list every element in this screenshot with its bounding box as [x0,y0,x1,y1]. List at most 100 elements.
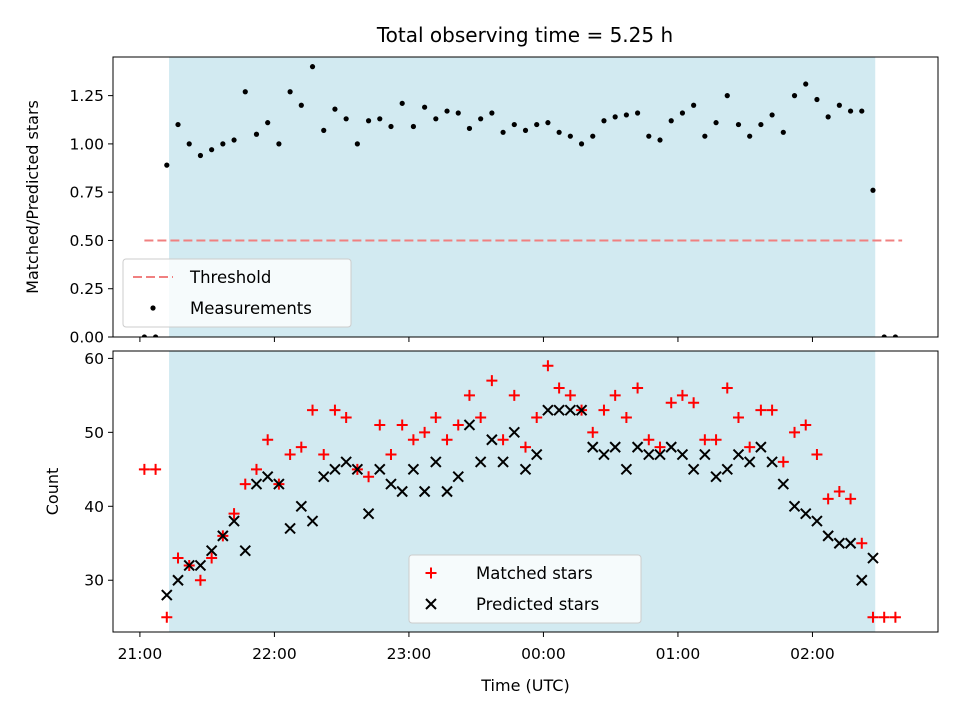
matched-star-point [194,574,206,586]
matched-star-point [889,611,901,623]
x-axis-label: Time (UTC) [480,676,569,695]
matched-star-point [766,404,778,416]
measurement-point [601,118,607,124]
legend-threshold-label: Threshold [189,268,271,287]
measurement-point [556,129,562,135]
measurement-point [321,127,327,133]
predicted-star-point [598,448,610,461]
matched-star-point [452,419,464,431]
measurement-point [679,110,686,116]
matched-star-point [307,404,319,416]
matched-star-point [363,471,375,483]
y-tick-label: 0.75 [69,184,104,202]
predicted-star-point [721,463,733,476]
matched-star-point [789,426,801,438]
predicted-star-point [497,456,509,468]
measurement-point [197,152,204,159]
predicted-star-point [385,478,397,490]
measurement-point [276,141,282,147]
matched-star-point [665,397,677,409]
predicted-star-point [867,552,879,564]
measurement-point [388,123,394,130]
predicted-star-point [261,471,274,483]
predicted-star-point [755,441,767,453]
measurement-point [343,116,349,122]
legend-predicted-swatch [425,598,437,610]
matched-star-point [430,412,442,424]
legend-box [122,258,352,328]
matched-star-point [329,404,341,416]
predicted-star-point [743,456,756,468]
predicted-star-point [844,537,857,549]
matched-star-point [643,434,655,446]
matched-star-point [250,463,262,475]
measurement-point [534,121,540,128]
measurement-point [410,123,417,130]
predicted-star-point [161,589,173,601]
measurement-point [847,108,854,114]
legend-measurements-swatch [150,305,156,311]
measurement-point [590,133,596,139]
matched-star-point [654,441,666,453]
measurement-point [175,121,181,128]
measurement-point [377,116,383,122]
measurement-point [152,334,159,337]
measurement-point [870,187,876,193]
predicted-star-point [508,426,520,439]
measurement-point [265,120,271,126]
x-tick-label: 01:00 [656,645,701,663]
measurement-point [399,100,405,106]
matched-star-point [620,412,632,424]
measurement-point [702,133,708,139]
predicted-star-point [430,456,442,468]
y-tick-label: 60 [84,350,104,368]
predicted-star-point [418,485,431,498]
predicted-star-point [452,471,464,483]
measurement-point [164,162,170,168]
matched-star-point [463,389,475,401]
measurement-point [141,334,147,337]
legend-matched-swatch [425,567,437,579]
predicted-star-point [777,478,790,490]
predicted-star-point [575,404,588,416]
measurement-point [466,125,473,132]
measurement-point [478,116,484,122]
predicted-star-point [194,559,207,572]
x-tick-label: 23:00 [387,645,432,663]
matched-star-point [564,389,576,401]
x-tick-label: 22:00 [252,645,297,663]
matched-star-point [228,508,240,520]
y-tick-label: 0.25 [69,280,104,298]
predicted-star-point [710,471,722,483]
matched-star-point [609,389,621,401]
matched-star-point [150,463,162,475]
measurement-point [836,102,842,108]
matched-star-point [811,449,823,461]
matched-star-point [531,412,543,424]
measurement-point [444,108,450,114]
measurement-point [545,120,551,126]
matched-star-point [239,478,251,490]
axes-frame-0 [112,56,939,338]
measurement-point [803,81,809,87]
predicted-star-point [463,419,476,431]
measurement-point [522,127,529,133]
measurement-point [332,106,338,112]
measurement-point [511,121,517,128]
matched-star-point [396,419,408,431]
y-tick-label: 1.25 [69,87,104,105]
y-tick-label: 40 [84,498,104,516]
predicted-star-point [811,515,823,527]
top-panel: 0.00 0.25 0.50 0.75 1.00 1.25 Matched/Predicte… [23,56,939,347]
predicted-star-point [699,448,711,461]
matched-star-point [374,419,386,431]
legend-matched-label: Matched stars [476,564,593,583]
predicted-star-point [766,456,778,468]
matched-star-point [295,441,307,453]
predicted-star-point [631,441,644,453]
matched-star-point [710,434,722,446]
matched-star-point [856,537,868,549]
matched-star-point [744,441,756,453]
measurement-point [713,120,719,126]
